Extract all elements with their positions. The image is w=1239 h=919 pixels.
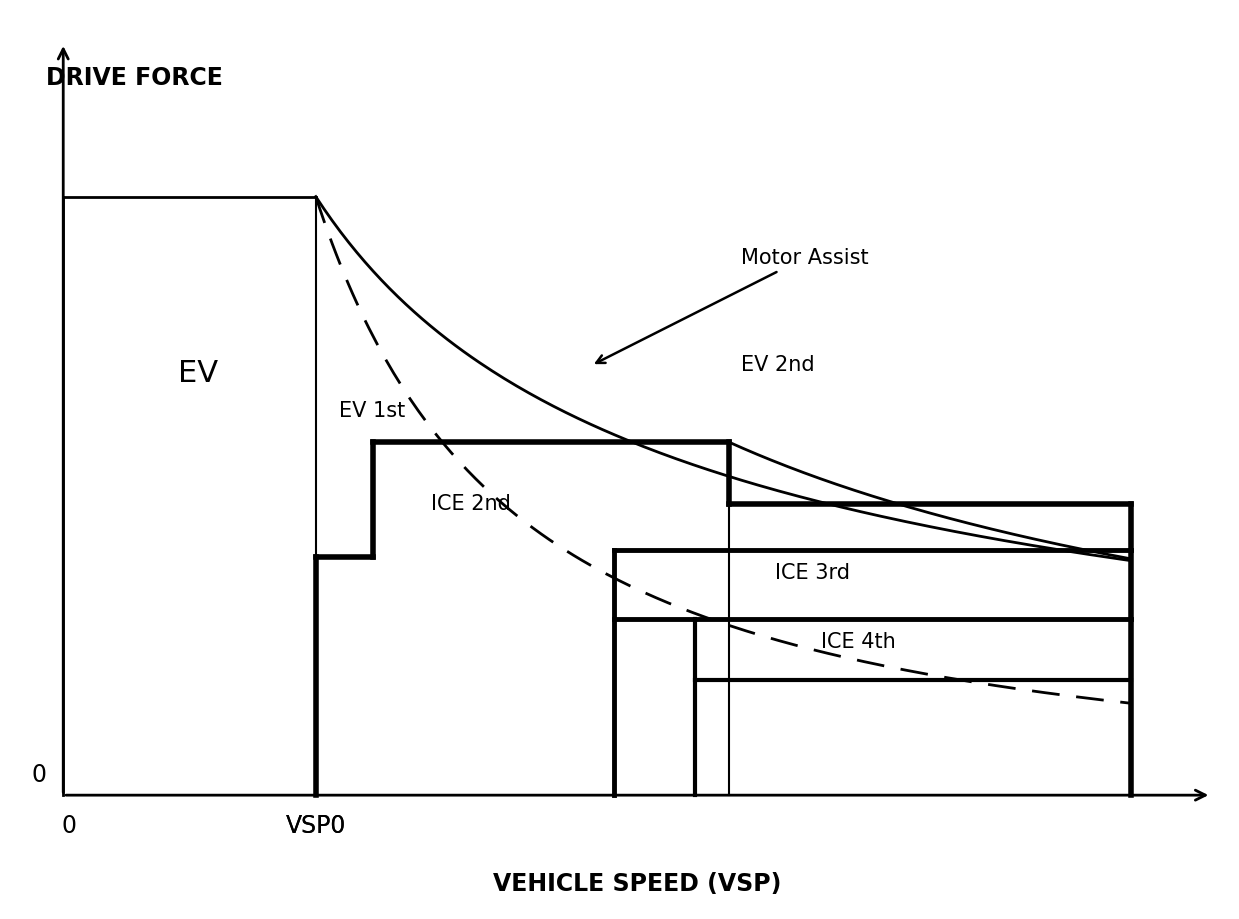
Text: ICE 2nd: ICE 2nd xyxy=(431,494,510,514)
Text: Motor Assist: Motor Assist xyxy=(596,248,869,363)
Text: VSP0: VSP0 xyxy=(286,814,346,838)
Text: ICE 3rd: ICE 3rd xyxy=(774,562,850,583)
Text: EV 1st: EV 1st xyxy=(338,402,405,422)
Text: VEHICLE SPEED (VSP): VEHICLE SPEED (VSP) xyxy=(493,872,782,896)
Text: VSP0: VSP0 xyxy=(286,814,346,838)
Text: DRIVE FORCE: DRIVE FORCE xyxy=(46,66,223,90)
Text: ICE 4th: ICE 4th xyxy=(821,631,896,652)
Text: EV: EV xyxy=(178,358,218,388)
Text: 0: 0 xyxy=(62,814,77,838)
Text: 0: 0 xyxy=(31,764,46,788)
Text: EV 2nd: EV 2nd xyxy=(741,356,814,376)
